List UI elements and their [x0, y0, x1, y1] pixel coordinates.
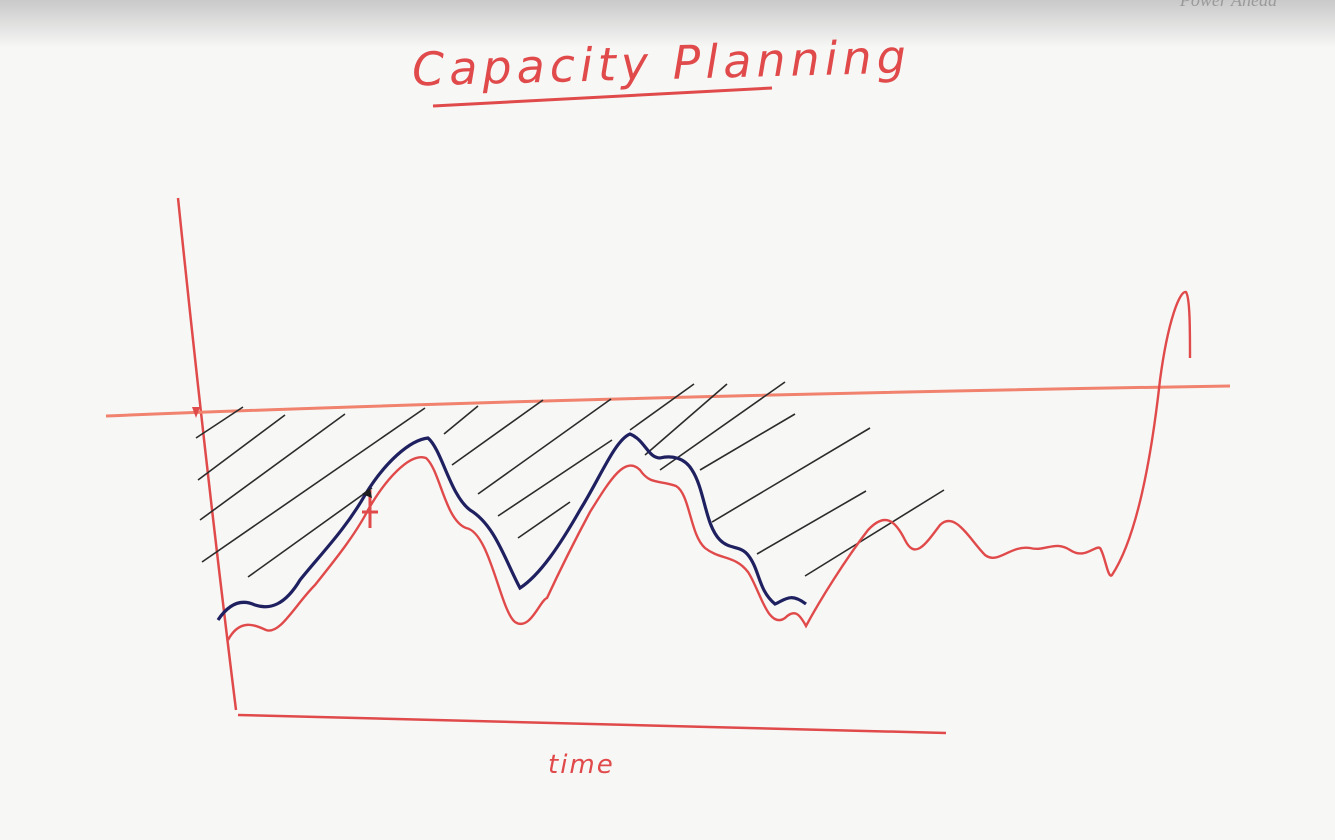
top-shadow: [0, 0, 1335, 48]
x-axis: [237, 713, 947, 735]
spare-capacity-hatching: [195, 381, 945, 578]
capacity-marker: [192, 407, 200, 418]
capacity-line: [105, 384, 1231, 418]
watermark: Power Ahead: [1179, 0, 1277, 10]
usage-line: [216, 432, 807, 621]
y-axis: [176, 197, 238, 711]
title-underline: [432, 86, 773, 108]
x-axis-label: time: [548, 750, 615, 780]
usage-marker: [362, 488, 372, 498]
demand-line: [226, 290, 1192, 641]
